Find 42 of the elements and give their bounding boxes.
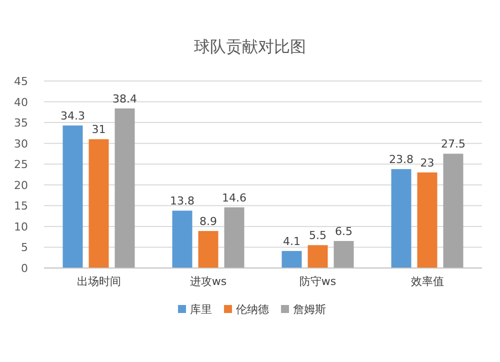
legend-label: 詹姆斯 bbox=[293, 303, 326, 316]
data-label: 31 bbox=[92, 123, 106, 136]
y-tick-label: 35 bbox=[14, 116, 28, 130]
data-label: 8.9 bbox=[200, 215, 217, 228]
legend-label: 库里 bbox=[190, 303, 212, 316]
y-tick-label: 15 bbox=[14, 200, 28, 213]
data-label: 38.4 bbox=[112, 92, 137, 106]
bar bbox=[172, 210, 192, 268]
data-label: 5.5 bbox=[309, 229, 326, 242]
x-tick-label: 进攻ws bbox=[190, 275, 227, 288]
data-label: 14.6 bbox=[222, 191, 246, 204]
data-label: 23 bbox=[420, 156, 434, 170]
data-label: 27.5 bbox=[441, 138, 466, 151]
bar bbox=[62, 125, 83, 268]
x-tick-label: 效率值 bbox=[410, 275, 444, 288]
bar bbox=[114, 108, 135, 268]
bar bbox=[391, 169, 412, 268]
bar bbox=[417, 172, 438, 268]
y-tick-label: 45 bbox=[14, 75, 28, 88]
bar bbox=[198, 231, 218, 268]
y-tick-label: 5 bbox=[21, 241, 28, 254]
y-tick-label: 10 bbox=[14, 220, 28, 234]
data-label: 6.5 bbox=[335, 224, 352, 238]
chart-title: 球队贡献对比图 bbox=[194, 37, 306, 56]
data-label: 13.8 bbox=[170, 194, 194, 208]
legend-label: 伦纳德 bbox=[236, 303, 269, 316]
y-tick-label: 40 bbox=[14, 96, 28, 109]
bar bbox=[88, 139, 109, 268]
y-tick-label: 0 bbox=[21, 262, 28, 275]
x-tick-label: 出场时间 bbox=[76, 275, 121, 288]
data-label: 34.3 bbox=[60, 109, 85, 122]
bar bbox=[224, 207, 244, 268]
x-tick-label: 防守ws bbox=[299, 275, 336, 288]
data-label: 4.1 bbox=[283, 234, 300, 248]
y-tick-label: 25 bbox=[14, 158, 28, 172]
bar bbox=[308, 245, 328, 268]
bar bbox=[282, 250, 302, 268]
data-label: 23.8 bbox=[389, 153, 414, 166]
bar bbox=[334, 240, 354, 268]
bar bbox=[443, 154, 464, 268]
y-tick-label: 20 bbox=[14, 178, 28, 192]
y-tick-label: 30 bbox=[14, 137, 28, 150]
